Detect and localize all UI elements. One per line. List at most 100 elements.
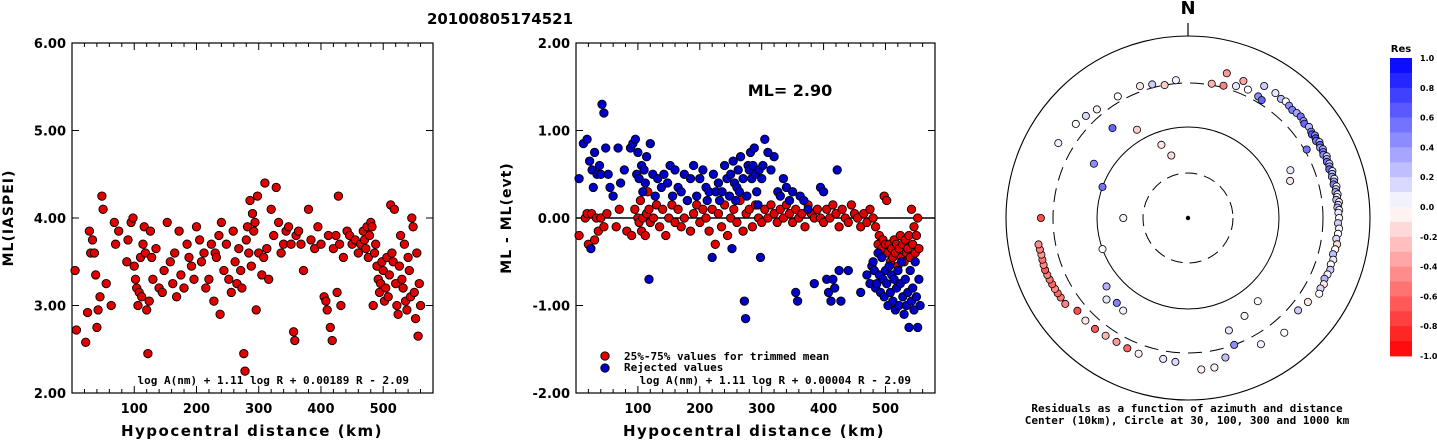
data-point xyxy=(95,292,105,302)
station-point xyxy=(1171,76,1180,85)
data-point xyxy=(836,296,846,306)
data-point xyxy=(679,213,689,223)
data-point xyxy=(276,248,286,258)
data-point xyxy=(196,257,207,267)
data-point xyxy=(882,278,892,289)
station-point xyxy=(1102,282,1111,291)
data-point xyxy=(635,195,646,206)
data-point xyxy=(707,204,717,214)
data-point xyxy=(397,274,407,284)
data-point xyxy=(316,239,326,249)
station-point xyxy=(1098,182,1107,191)
data-point xyxy=(865,204,875,214)
x-tick-label: 100 xyxy=(624,402,651,417)
station-point xyxy=(1123,344,1132,353)
epicenter-dot xyxy=(1185,215,1191,221)
data-point xyxy=(650,191,660,201)
data-point xyxy=(328,243,339,254)
station-point xyxy=(1112,337,1121,346)
data-point xyxy=(259,252,269,263)
colorbar-cell xyxy=(1390,326,1412,342)
data-point xyxy=(908,239,918,249)
data-point xyxy=(586,243,596,254)
data-point xyxy=(260,178,270,188)
data-point xyxy=(101,278,111,289)
x-tick-label: 500 xyxy=(370,402,397,417)
colorbar-tick-label: 0.0 xyxy=(1420,203,1435,212)
station-point xyxy=(1240,311,1249,320)
station-point xyxy=(1221,353,1230,362)
data-point xyxy=(371,239,381,249)
data-point xyxy=(353,248,363,258)
data-point xyxy=(404,265,414,276)
data-point xyxy=(758,160,768,171)
legend-label-rejected: Rejected values xyxy=(624,361,723,374)
colorbar-tick-label: -1.0 xyxy=(1420,352,1437,361)
data-point xyxy=(763,147,773,158)
data-point xyxy=(369,248,380,258)
data-point xyxy=(831,208,841,219)
data-point xyxy=(114,226,124,236)
residual-vs-distance-panel: -2.00 -1.00 0.00 1.00 2.00 100 200 300 400 500 M… xyxy=(499,37,936,440)
station-point xyxy=(1303,297,1312,306)
data-point xyxy=(896,257,907,267)
data-point xyxy=(648,213,659,223)
data-point xyxy=(381,283,391,293)
colorbar-cells xyxy=(1390,58,1412,357)
data-point xyxy=(797,208,807,219)
colorbar-cell xyxy=(1390,296,1412,312)
data-point xyxy=(713,178,724,188)
data-point xyxy=(676,187,686,197)
data-point xyxy=(413,331,423,341)
polar-caption-line2: Center (10km), Circle at 30, 100, 300 an… xyxy=(1025,414,1350,427)
data-point xyxy=(384,270,395,280)
ring-300km xyxy=(1052,82,1324,354)
data-point xyxy=(251,305,261,315)
data-point xyxy=(148,274,158,284)
colorbar-cell xyxy=(1390,236,1412,253)
plot2-x-axis-label: Hypocentral distance (km) xyxy=(623,422,885,440)
data-point xyxy=(288,327,299,337)
station-point xyxy=(1101,331,1110,340)
data-point xyxy=(823,287,834,298)
plot2-y-axis-label: ML - ML(evt) xyxy=(499,162,515,273)
data-point xyxy=(717,187,727,197)
data-point xyxy=(211,252,222,263)
data-point xyxy=(784,208,795,219)
data-point xyxy=(733,165,743,175)
station-point xyxy=(1286,166,1295,175)
data-point xyxy=(658,204,668,214)
data-point xyxy=(619,165,629,175)
data-point xyxy=(614,204,624,214)
data-point xyxy=(644,274,654,284)
data-point xyxy=(378,265,388,276)
data-point xyxy=(109,217,119,228)
data-point xyxy=(249,226,259,236)
data-point xyxy=(859,208,869,219)
x-tick-label: 100 xyxy=(121,402,148,417)
data-point xyxy=(862,270,872,280)
data-point xyxy=(659,169,669,179)
data-point xyxy=(599,222,609,232)
data-point xyxy=(594,160,605,171)
data-point xyxy=(388,257,398,267)
station-point xyxy=(1239,77,1248,86)
station-point xyxy=(1260,82,1269,91)
data-point xyxy=(834,265,844,276)
data-point xyxy=(194,235,205,245)
colorbar-cell xyxy=(1390,311,1412,327)
station-point xyxy=(1256,340,1265,349)
data-point xyxy=(176,270,186,280)
data-point xyxy=(574,230,584,241)
data-point xyxy=(837,204,847,214)
data-point xyxy=(630,134,641,144)
data-point xyxy=(199,248,209,258)
data-point xyxy=(363,252,373,263)
data-point xyxy=(862,217,872,228)
data-point xyxy=(728,156,738,166)
station-point xyxy=(1112,298,1121,307)
data-point xyxy=(415,300,426,311)
data-point xyxy=(653,173,663,184)
data-point xyxy=(237,283,247,293)
data-point xyxy=(123,235,133,245)
